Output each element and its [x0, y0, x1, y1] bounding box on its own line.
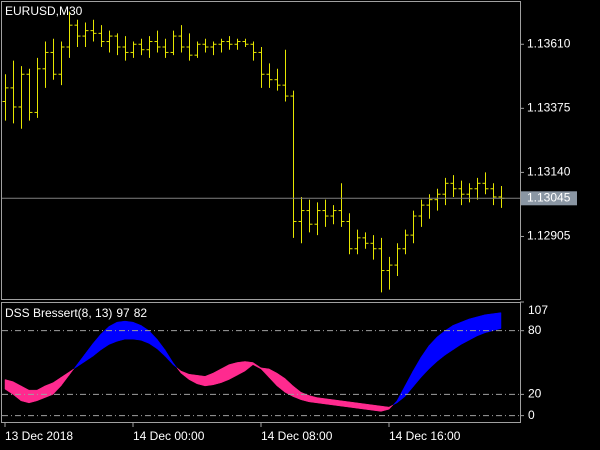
band-segment — [73, 363, 78, 370]
band-segment — [156, 338, 166, 357]
band-segment — [228, 362, 238, 380]
band-segment — [268, 368, 278, 387]
band-segment — [108, 321, 118, 345]
band-segment — [420, 344, 430, 379]
band-segment — [100, 325, 110, 351]
indicator-title: DSS Bressert(8, 13) — [5, 306, 112, 320]
band-segment — [468, 316, 478, 341]
y-tick-label: 107 — [528, 303, 548, 317]
band-segment — [140, 324, 150, 344]
band-segment — [476, 314, 486, 337]
band-segment — [244, 361, 254, 372]
band-segment — [12, 381, 22, 402]
band-segment — [36, 385, 46, 402]
y-tick-label: 1.12905 — [527, 229, 571, 243]
y-tick-label: 20 — [528, 387, 542, 401]
band-segment — [124, 320, 134, 340]
band-segment — [452, 321, 462, 351]
y-tick-label: 80 — [528, 323, 542, 337]
band-segment — [380, 405, 390, 412]
price-box — [521, 191, 577, 206]
band-segment — [308, 395, 318, 404]
band-segment — [76, 353, 86, 368]
band-segment — [372, 404, 382, 412]
band-segment — [4, 379, 14, 395]
y-tick-label: 0 — [528, 408, 535, 422]
band-segment — [392, 400, 398, 406]
band-segment — [116, 320, 126, 342]
price-label: 1.13045 — [527, 190, 571, 204]
band-segment — [164, 348, 174, 366]
band-segment — [60, 371, 70, 387]
band-segment — [236, 361, 246, 376]
band-segment — [260, 367, 270, 379]
band-segment — [484, 313, 494, 334]
x-tick-label: 14 Dec 00:00 — [133, 429, 205, 443]
chart-title: EURUSD,M30 — [5, 4, 83, 18]
band-segment — [204, 372, 214, 387]
band-segment — [436, 330, 446, 362]
y-tick-label: 1.13140 — [527, 165, 571, 179]
x-tick-label: 13 Dec 2018 — [5, 429, 73, 443]
band-segment — [348, 401, 358, 409]
band-segment — [180, 370, 190, 381]
price-pane — [1, 1, 521, 300]
band-segment — [492, 312, 502, 331]
band-segment — [68, 368, 74, 377]
band-segment — [92, 333, 102, 357]
band-segment — [132, 321, 142, 341]
band-segment — [340, 400, 350, 408]
band-segment — [332, 399, 342, 407]
band-segment — [220, 364, 230, 384]
band-segment — [316, 397, 326, 405]
band-segment — [364, 403, 374, 411]
band-segment — [412, 356, 422, 388]
band-segment — [188, 373, 198, 385]
indicator-value: 82 — [134, 306, 148, 320]
band-segment — [444, 324, 454, 356]
band-segment — [284, 377, 294, 397]
band-segment — [148, 330, 158, 350]
x-tick-label: 14 Dec 08:00 — [261, 429, 333, 443]
band-segment — [356, 402, 366, 410]
band-segment — [84, 342, 94, 362]
band-segment — [52, 376, 62, 396]
band-segment — [212, 368, 222, 386]
indicator-value: 97 — [116, 306, 130, 320]
band-segment — [388, 404, 394, 410]
band-segment — [292, 385, 302, 401]
band-segment — [404, 370, 414, 398]
band-segment — [276, 372, 286, 393]
band-segment — [28, 389, 38, 404]
band-segment — [460, 318, 470, 345]
y-tick-label: 1.13610 — [527, 36, 571, 50]
band-segment — [172, 361, 178, 369]
y-tick-label: 1.13375 — [527, 101, 571, 115]
band-segment — [196, 374, 206, 387]
x-tick-label: 14 Dec 16:00 — [389, 429, 461, 443]
band-segment — [176, 367, 182, 374]
band-segment — [428, 336, 438, 370]
band-segment — [324, 398, 334, 406]
band-segment — [252, 362, 262, 370]
band-segment — [300, 391, 310, 403]
band-segment — [44, 382, 54, 398]
